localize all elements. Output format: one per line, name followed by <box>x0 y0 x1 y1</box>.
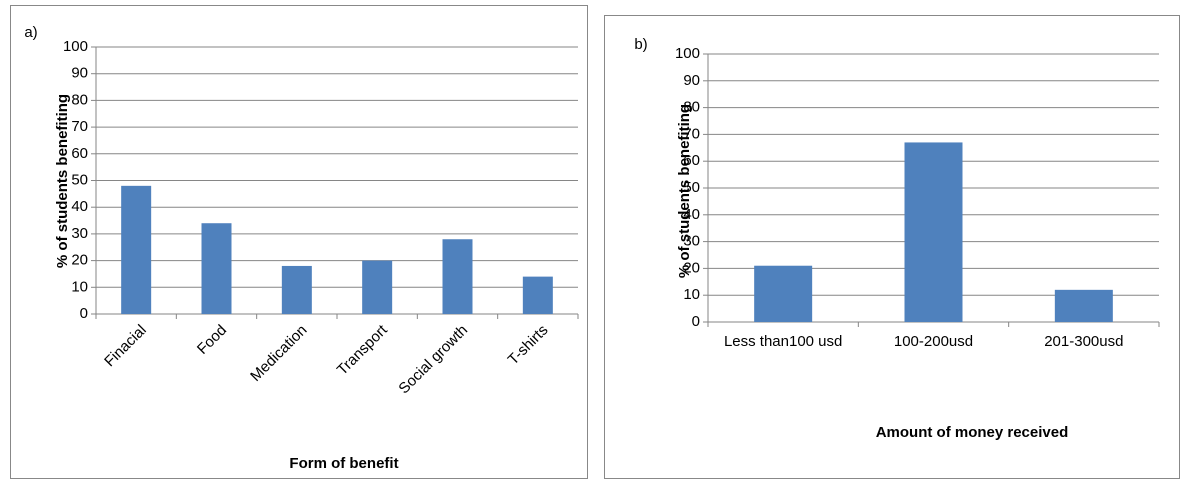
y-axis-title: % of students benefiting <box>676 104 693 278</box>
bar <box>121 185 152 314</box>
x-tick-label: Finacial <box>101 322 150 371</box>
x-tick-label: Medication <box>247 322 310 385</box>
y-tick-label: 50 <box>71 171 88 188</box>
x-axis-title: Amount of money received <box>876 424 1069 441</box>
y-tick-label: 60 <box>71 145 88 162</box>
y-tick-label: 0 <box>80 305 88 322</box>
x-tick-label: Social growth <box>395 322 471 398</box>
chart-panel: 0 10 20 30 40 50 60 70 80 90 100 b) % of students be… <box>604 15 1180 479</box>
bar <box>201 223 232 314</box>
y-axis-title: % of students benefiting <box>54 94 71 268</box>
y-tick-label: 10 <box>71 278 88 295</box>
y-tick-label: 80 <box>71 91 88 108</box>
panel-label: a) <box>24 24 37 41</box>
x-tick-label: Food <box>194 322 230 358</box>
x-tick-label: Less than100 usd <box>723 333 843 350</box>
chart: 0 10 20 30 40 50 60 70 80 90 100 Finacial Food Medica… <box>24 24 579 472</box>
y-tick-label: 60 <box>683 152 700 169</box>
bar <box>281 265 312 314</box>
y-tick-label: 90 <box>71 65 88 82</box>
y-tick-label: 70 <box>71 118 88 135</box>
panel-label: b) <box>634 36 647 53</box>
x-tick-label: 100-200usd <box>893 333 974 350</box>
bar <box>904 142 963 322</box>
y-tick-label: 80 <box>683 99 700 116</box>
y-tick-label: 0 <box>692 313 700 330</box>
bar <box>754 265 813 322</box>
bar <box>1054 289 1113 322</box>
y-tick-label: 50 <box>683 179 700 196</box>
y-tick-label: 40 <box>683 206 700 223</box>
y-tick-label: 10 <box>683 286 700 303</box>
chart-panel: 0 10 20 30 40 50 60 70 80 90 100 Finacial Food Medica… <box>10 5 588 479</box>
chart: 0 10 20 30 40 50 60 70 80 90 100 b) % of students be… <box>634 36 1160 441</box>
y-tick-label: 40 <box>71 198 88 215</box>
y-tick-label: 100 <box>63 38 88 55</box>
y-tick-label: 70 <box>683 125 700 142</box>
y-tick-label: 20 <box>71 252 88 269</box>
y-tick-label: 30 <box>71 225 88 242</box>
bar <box>442 239 473 314</box>
bar <box>362 260 393 314</box>
bar <box>522 276 553 314</box>
x-tick-label: Transport <box>334 321 392 379</box>
x-tick-label: 201-300usd <box>1044 333 1124 350</box>
y-tick-label: 90 <box>683 72 700 89</box>
y-tick-label: 30 <box>683 233 700 250</box>
x-tick-label: T-shirts <box>505 322 552 369</box>
y-tick-label: 100 <box>675 45 700 62</box>
y-tick-label: 20 <box>683 259 700 276</box>
x-axis-title: Form of benefit <box>289 455 398 472</box>
